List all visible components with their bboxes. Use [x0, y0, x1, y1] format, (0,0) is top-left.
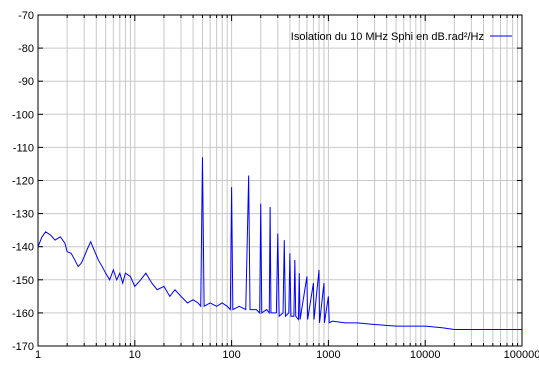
y-tick-label: -110 — [13, 142, 34, 154]
y-tick-label: -140 — [12, 242, 34, 254]
legend-label: Isolation du 10 MHz Sphi en dB.rad²/Hz — [291, 31, 484, 43]
x-tick-label: 100000 — [504, 349, 539, 361]
x-tick-labels: 1 10 100 1000 10000 100000 — [35, 349, 539, 361]
y-tick-label: -70 — [18, 10, 34, 22]
y-tick-label: -170 — [12, 341, 34, 353]
legend: Isolation du 10 MHz Sphi en dB.rad²/Hz — [291, 31, 512, 43]
y-tick-labels: -70 -80 -90 -100 -110 -120 -130 -140 -150 -160 -17… — [12, 10, 34, 353]
series-line — [37, 157, 522, 330]
x-tick-label: 10 — [129, 349, 141, 361]
grid — [38, 15, 522, 346]
x-tick-label: 100 — [222, 349, 240, 361]
y-tick-label: -90 — [18, 76, 34, 88]
y-tick-label: -100 — [12, 109, 34, 121]
y-tick-label: -120 — [12, 176, 34, 188]
x-tick-label: 1000 — [316, 349, 340, 361]
y-tick-label: -80 — [18, 43, 34, 55]
y-tick-label: -150 — [12, 275, 34, 287]
y-tick-label: -160 — [12, 308, 34, 320]
y-tick-label: -130 — [12, 209, 34, 221]
series-layer — [37, 157, 522, 330]
x-tick-label: 10000 — [410, 349, 441, 361]
tick-marks — [38, 14, 522, 347]
x-tick-label: 1 — [35, 349, 41, 361]
